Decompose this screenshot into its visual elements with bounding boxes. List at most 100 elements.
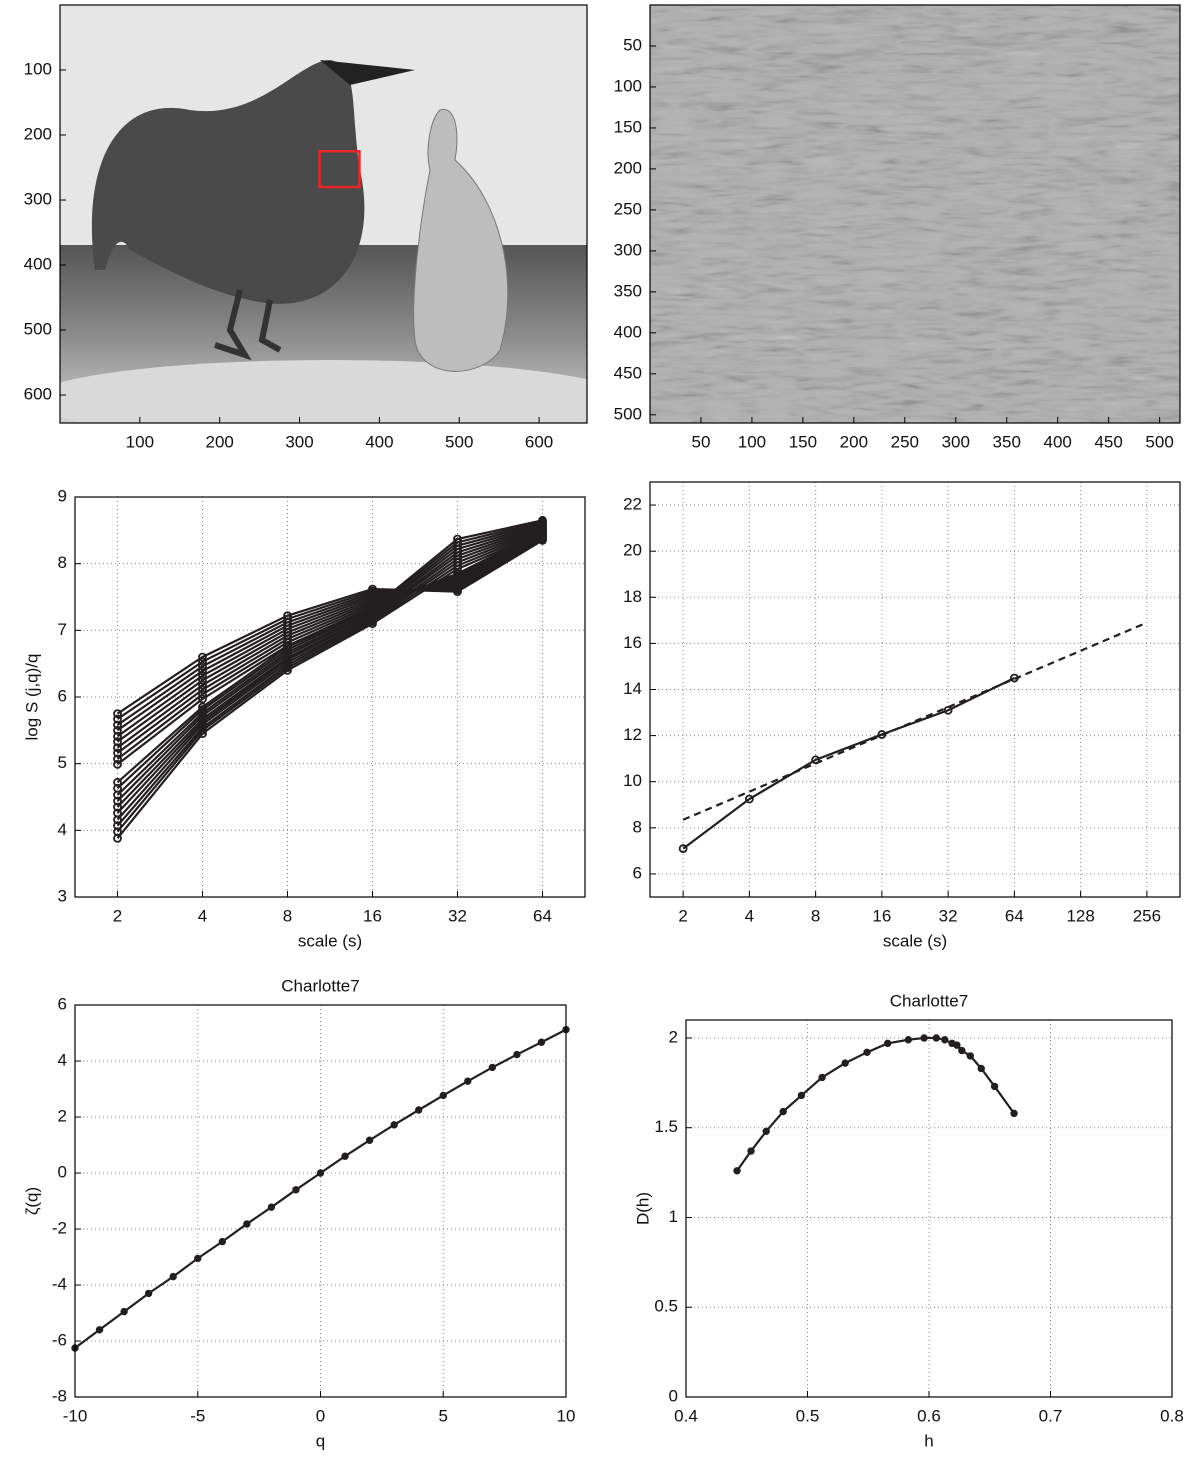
y-tick-label: 9 — [58, 486, 67, 505]
x-tick-label: 32 — [448, 906, 467, 925]
y-axis-label: log S (j,q)/q — [22, 654, 41, 741]
point — [818, 1073, 826, 1082]
x-tick-label: 16 — [872, 906, 891, 925]
point — [113, 796, 122, 806]
y-tick-label: 14 — [623, 679, 642, 698]
point — [113, 759, 122, 769]
x-tick-label: 300 — [285, 432, 313, 451]
point — [113, 725, 122, 735]
point — [120, 1307, 128, 1316]
x-tick-label: -5 — [190, 1406, 205, 1425]
y-tick-label: 8 — [58, 553, 67, 572]
point — [316, 1169, 325, 1177]
point — [144, 1289, 153, 1298]
point — [113, 821, 122, 831]
point — [464, 1077, 472, 1085]
chart-title: Charlotte7 — [890, 991, 968, 1010]
chart-title: Charlotte7 — [281, 976, 359, 995]
point — [95, 1326, 104, 1334]
x-tick-label: 0.5 — [796, 1406, 820, 1425]
series-line — [116, 528, 543, 827]
y-tick-label: 1 — [669, 1207, 678, 1226]
y-axis-label: ζ(q) — [22, 1187, 41, 1215]
y-tick-label: 6 — [633, 863, 642, 882]
point — [113, 790, 122, 800]
x-tick-label: 16 — [363, 906, 382, 925]
y-tick-label: 500 — [614, 404, 642, 423]
series-line — [116, 519, 543, 784]
y-tick-label: 150 — [614, 117, 642, 136]
point — [453, 564, 462, 574]
axes-box — [74, 496, 586, 898]
x-tick-label: 50 — [692, 432, 711, 451]
point — [797, 1091, 806, 1100]
point — [218, 1237, 226, 1246]
series-line — [116, 537, 544, 726]
series-line — [116, 523, 543, 802]
point — [841, 1059, 849, 1067]
point — [415, 1106, 423, 1114]
y-tick-label: 16 — [623, 633, 642, 652]
y-tick-label: -8 — [52, 1386, 67, 1405]
y-axis-label: D(h) — [633, 1192, 652, 1225]
x-tick-label: 450 — [1094, 432, 1122, 451]
point — [194, 1254, 202, 1263]
y-tick-label: 0.5 — [654, 1297, 678, 1316]
x-tick-label: 600 — [525, 432, 553, 451]
series-line — [116, 532, 544, 754]
x-tick-label: 350 — [993, 432, 1021, 451]
point — [537, 1038, 546, 1046]
series-line — [116, 533, 544, 749]
x-tick-label: 100 — [126, 432, 154, 451]
y-tick-label: 2 — [58, 1106, 67, 1125]
point — [762, 1127, 770, 1136]
y-tick-label: 6 — [58, 994, 67, 1013]
y-tick-label: 50 — [623, 35, 642, 54]
x-tick-label: 0.8 — [1160, 1406, 1184, 1425]
series-line — [116, 520, 543, 790]
texture-image — [650, 5, 1180, 423]
point — [113, 802, 122, 812]
x-tick-label: 4 — [745, 906, 754, 925]
point — [113, 714, 122, 724]
point — [283, 665, 292, 675]
series-line — [116, 534, 544, 743]
point — [113, 833, 122, 843]
y-tick-label: 12 — [623, 725, 642, 744]
point — [977, 1064, 985, 1073]
point — [863, 1048, 871, 1057]
point — [966, 1052, 975, 1060]
axes-box — [59, 4, 588, 424]
x-tick-label: 2 — [678, 906, 687, 925]
x-tick-label: 64 — [533, 906, 552, 925]
series-line — [682, 676, 1015, 850]
y-tick-label: 2 — [669, 1027, 678, 1046]
y-tick-label: 600 — [24, 385, 52, 404]
point — [932, 1034, 940, 1042]
x-tick-label: 200 — [840, 432, 868, 451]
x-axis-label: q — [316, 1431, 325, 1450]
point — [267, 1203, 276, 1211]
y-tick-label: 500 — [24, 320, 52, 339]
x-axis-label: h — [924, 1431, 933, 1450]
x-tick-label: 0.7 — [1039, 1406, 1063, 1425]
series-line — [116, 536, 544, 732]
series-line — [116, 527, 543, 821]
series-line — [116, 531, 543, 840]
x-tick-label: 0.4 — [674, 1406, 698, 1425]
point — [113, 720, 122, 730]
point — [538, 527, 547, 537]
point — [243, 1220, 251, 1228]
x-tick-label: 8 — [283, 906, 292, 925]
point — [113, 748, 122, 758]
y-tick-label: 350 — [614, 281, 642, 300]
point — [678, 844, 688, 853]
y-tick-label: -2 — [52, 1218, 67, 1237]
y-tick-label: 300 — [614, 240, 642, 259]
x-tick-label: -10 — [63, 1406, 88, 1425]
point — [113, 754, 122, 764]
x-tick-label: 64 — [1005, 906, 1024, 925]
y-tick-label: -6 — [52, 1330, 67, 1349]
series-line — [116, 538, 544, 720]
